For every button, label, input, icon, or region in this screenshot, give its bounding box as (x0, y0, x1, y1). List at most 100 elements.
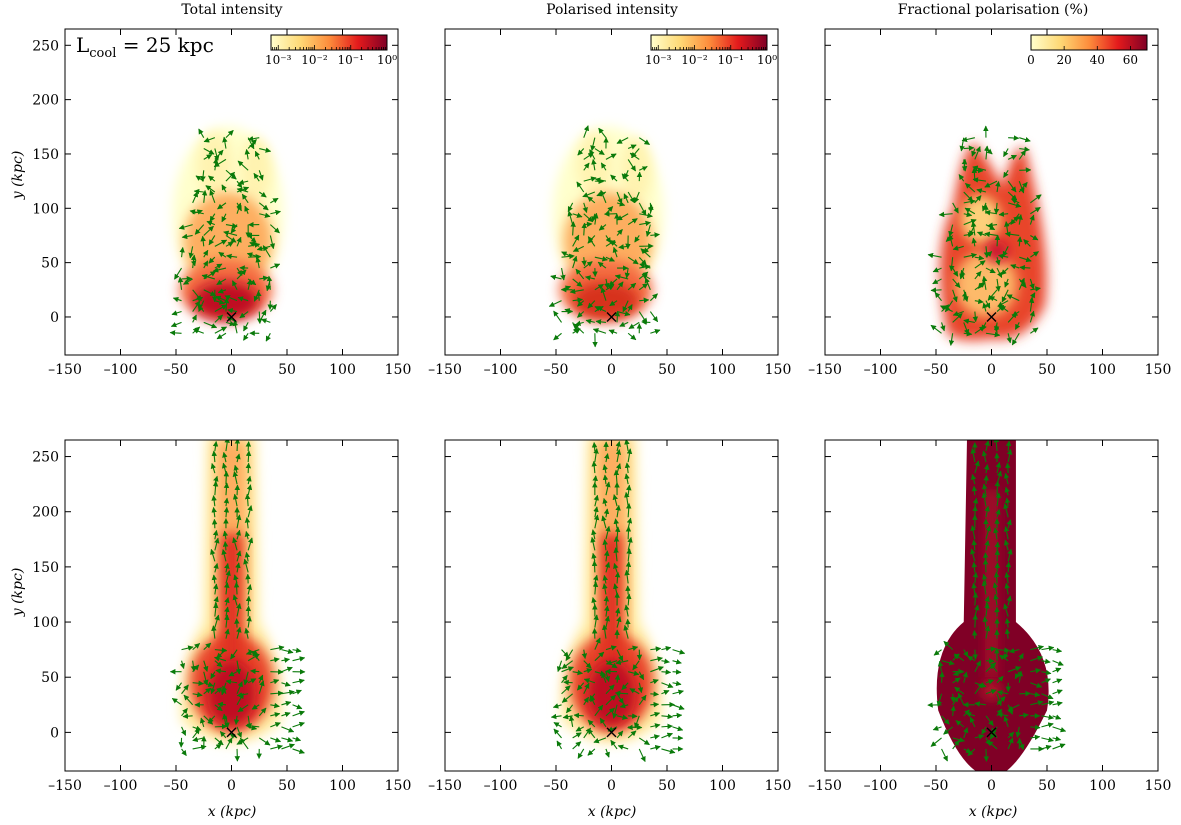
polarisation-vector (603, 595, 610, 606)
polarisation-vector (177, 276, 184, 290)
polarisation-vector (627, 304, 633, 312)
polarisation-vector (638, 283, 649, 291)
polarisation-vector (214, 326, 228, 334)
polarisation-vector (1052, 743, 1066, 750)
polarisation-vector (245, 649, 260, 656)
polarisation-vector (591, 213, 597, 223)
polarisation-vector (604, 748, 610, 758)
polarisation-vector (952, 289, 958, 303)
polarisation-vector (626, 593, 632, 606)
polarisation-vector (974, 167, 984, 174)
polarisation-vector (208, 256, 216, 264)
polarisation-vector (591, 597, 597, 606)
polarisation-vector (614, 310, 621, 323)
polarisation-vector (1012, 310, 1020, 317)
polarisation-vector (638, 311, 648, 324)
polarisation-vector (993, 440, 1000, 452)
polarisation-vector (575, 268, 585, 280)
polarisation-vector (232, 471, 239, 485)
polarisation-vector (214, 614, 220, 628)
polarisation-vector (225, 171, 235, 182)
polarisation-vector (189, 209, 204, 215)
polarisation-vector (650, 656, 663, 662)
polarisation-vector (995, 257, 1001, 266)
polarisation-vector (183, 278, 193, 285)
polarisation-vector (672, 659, 682, 665)
polarisation-vector (627, 536, 633, 551)
polarisation-vector (281, 743, 295, 750)
polarisation-vector (997, 647, 1010, 653)
polarisation-vector (621, 682, 629, 691)
polarisation-vector (603, 508, 610, 518)
polarisation-vector (174, 267, 183, 280)
polarisation-vector (972, 614, 979, 628)
polarisation-vector (644, 277, 651, 291)
polarisation-vector (1028, 297, 1035, 312)
polarisation-vector (214, 687, 222, 695)
polarisation-vector (971, 485, 978, 496)
polarisation-vector (224, 614, 230, 628)
polarisation-vector (982, 616, 988, 628)
polarisation-vector (244, 493, 251, 507)
colorbar: 0 20 40 60 (1027, 34, 1148, 67)
polarisation-vector (241, 193, 249, 204)
polarisation-vector (190, 660, 197, 672)
polarisation-vector (562, 713, 573, 720)
polarisation-vector (235, 529, 241, 540)
polarisation-vector (598, 127, 607, 139)
polarisation-vector (214, 660, 223, 668)
polarisation-vector (1029, 278, 1035, 290)
polarisation-vector (258, 737, 271, 746)
polarisation-vector (581, 222, 587, 236)
polarisation-vector (270, 737, 282, 743)
polarisation-vector (594, 148, 605, 155)
polarisation-vector (217, 701, 227, 708)
polarisation-vector (602, 574, 608, 584)
polarisation-vector (222, 530, 229, 540)
polarisation-vector (1018, 278, 1027, 289)
x-tick-label: 150 (385, 362, 412, 378)
polarisation-vector (556, 740, 563, 750)
polarisation-vector (1011, 332, 1020, 346)
y-axis-label-bottom: y (kpc) (10, 568, 26, 618)
panel-title-fractional-polarisation: Fractional polarisation (%) (898, 2, 1089, 18)
polarisation-vector (1030, 286, 1041, 292)
polarisation-vector (281, 666, 293, 673)
x-tick-label: –100 (104, 778, 138, 794)
polarisation-vector (211, 450, 218, 463)
x-tick-label: –100 (484, 778, 518, 794)
polarisation-vector (205, 185, 216, 193)
polarisation-vector (203, 137, 216, 143)
x-tick-label: 150 (765, 362, 792, 378)
polarisation-vector (631, 148, 640, 158)
polarisation-vector (1052, 714, 1062, 720)
x-tick-label: 100 (709, 778, 736, 794)
polarisation-vector (192, 691, 203, 698)
y-tick-label: 250 (32, 38, 59, 54)
polarisation-vector (590, 137, 596, 152)
polarisation-vector (246, 484, 253, 496)
panel-0-1: –150 –100 –50 0 50 100 150 10⁻³ 10⁻² 10⁻¹ 10⁰ (428, 28, 792, 378)
polarisation-vector (993, 322, 1000, 332)
polarisation-vector (230, 224, 238, 234)
polarisation-vector (996, 267, 1003, 278)
polarisation-vector (213, 562, 219, 573)
polarisation-vector (1041, 700, 1055, 706)
polarisation-vector (602, 464, 608, 474)
polarisation-vector (616, 229, 623, 236)
polarisation-vector (963, 218, 977, 226)
polarisation-vector (235, 453, 241, 463)
polarisation-vector (181, 684, 189, 695)
y-tick-label: 100 (32, 201, 59, 217)
colorbar-tick-label: 60 (1123, 53, 1138, 67)
polarisation-vector (215, 668, 227, 674)
polarisation-vector (212, 440, 219, 452)
polarisation-vector (281, 648, 294, 655)
x-tick-label: 100 (1089, 362, 1116, 378)
polarisation-vector (587, 235, 596, 244)
polarisation-vector (281, 657, 290, 663)
polarisation-vector (1001, 289, 1009, 303)
polarisation-vector (258, 202, 269, 211)
polarisation-vector (1041, 658, 1051, 665)
